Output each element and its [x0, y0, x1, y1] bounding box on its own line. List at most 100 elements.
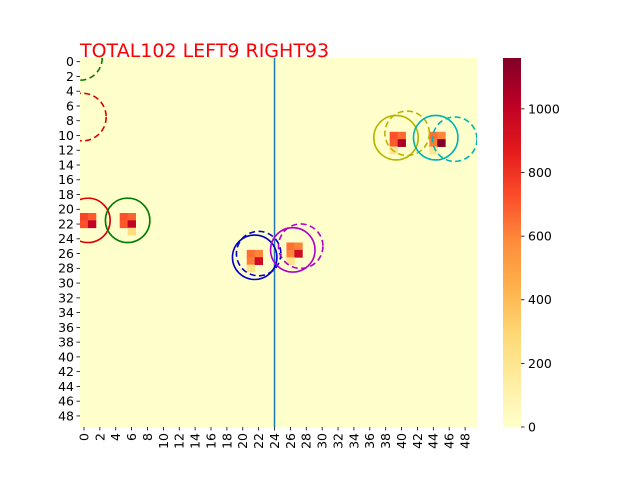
x-axis: 0 2 4 6 8 10 12 14 16 18 20 22 24 26 28 30 32 34 36 38 40 42 4… [76, 427, 472, 449]
y-tick-label: 22 [58, 216, 74, 231]
heatmap-cell [294, 242, 303, 251]
x-tick-label: 32 [330, 433, 345, 449]
x-tick-label: 6 [124, 433, 139, 441]
heatmap-cell [429, 139, 438, 147]
colorbar-tick-label: 0 [528, 419, 536, 434]
heatmap-cell [87, 220, 97, 229]
x-tick-label: 2 [92, 433, 107, 441]
heatmap-cell [429, 131, 438, 140]
chart-title: TOTAL102 LEFT9 RIGHT93 [79, 40, 329, 62]
y-tick-label: 18 [58, 187, 74, 202]
x-tick-label: 8 [140, 433, 155, 441]
x-tick-label: 4 [108, 433, 123, 441]
x-tick-label: 28 [299, 433, 314, 449]
heatmap-cell [127, 220, 136, 229]
heatmap-cell [254, 249, 264, 258]
y-tick-label: 40 [58, 349, 74, 364]
x-tick-label: 16 [203, 433, 218, 449]
heatmap-cell [246, 257, 256, 266]
heatmap-cell [397, 131, 406, 140]
colorbar-tick-label: 600 [528, 229, 552, 244]
y-tick-label: 30 [58, 275, 74, 290]
colorbar-tick-label: 200 [528, 356, 552, 371]
x-tick-label: 30 [315, 433, 330, 449]
colorbar-tick-label: 1000 [528, 101, 560, 116]
heatmap-cell [119, 220, 129, 229]
colorbar-tick-label: 400 [528, 292, 552, 307]
y-tick-label: 8 [66, 113, 74, 128]
circle-marker [269, 226, 316, 273]
x-tick-label: 36 [362, 433, 377, 449]
dashed-circle-marker [431, 116, 477, 163]
y-tick-label: 6 [66, 98, 74, 113]
colorbar-gradient [503, 58, 521, 427]
dashed-circle-marker [277, 223, 324, 270]
y-tick-label: 48 [58, 408, 74, 423]
heatmap-cell [437, 139, 446, 147]
circle-marker [104, 197, 151, 244]
x-tick-label: 14 [188, 433, 203, 449]
heatmap-cell [437, 131, 446, 140]
y-tick-label: 2 [66, 69, 74, 84]
heatmap-cell [254, 257, 264, 266]
x-tick-label: 20 [235, 433, 250, 449]
x-tick-label: 22 [251, 433, 266, 449]
heatmap-cell [127, 212, 136, 221]
x-tick-label: 24 [267, 433, 282, 449]
heatmap-cell [286, 242, 295, 251]
circle-marker [372, 114, 420, 161]
y-tick-label: 38 [58, 335, 74, 350]
detection-circles [80, 58, 477, 281]
heatmap-cell [389, 131, 398, 140]
y-tick-label: 20 [58, 202, 74, 217]
circle-marker [412, 114, 459, 161]
x-tick-label: 0 [76, 433, 91, 441]
y-tick-label: 10 [58, 128, 74, 143]
x-tick-label: 40 [394, 433, 409, 449]
x-tick-label: 44 [426, 433, 441, 449]
y-tick-label: 44 [58, 379, 74, 394]
heatmap-cell [87, 212, 97, 221]
y-tick-label: 46 [58, 394, 74, 409]
y-tick-label: 28 [58, 261, 74, 276]
x-tick-label: 42 [410, 433, 425, 449]
x-tick-label: 26 [283, 433, 298, 449]
y-tick-label: 12 [58, 143, 74, 158]
x-tick-label: 48 [457, 433, 472, 449]
y-tick-label: 24 [58, 231, 74, 246]
y-tick-label: 26 [58, 246, 74, 261]
dashed-circle-marker [384, 110, 431, 157]
x-tick-label: 38 [378, 433, 393, 449]
heatmap-cell [429, 146, 438, 155]
x-tick-label: 34 [346, 433, 361, 449]
y-tick-label: 34 [58, 305, 74, 320]
y-axis: 0246810121416182022242628303234363840424… [58, 54, 80, 423]
dashed-circle-marker [80, 92, 107, 142]
colorbar-ticks: 0 200 400 600 800 1000 [521, 101, 560, 434]
heatmap-cell [286, 249, 295, 258]
y-tick-label: 4 [66, 84, 74, 99]
y-tick-label: 32 [58, 290, 74, 305]
heatmap-cell [246, 249, 256, 258]
y-tick-label: 14 [58, 157, 74, 172]
heatmap-cell [127, 227, 136, 236]
y-tick-label: 0 [66, 54, 74, 69]
heatmap-cell [397, 139, 406, 147]
dashed-circle-marker [235, 230, 282, 277]
x-tick-label: 46 [442, 433, 457, 449]
heatmap-cell [246, 264, 256, 273]
colorbar: 0 200 400 600 800 1000 [503, 58, 560, 434]
x-tick-label: 18 [219, 433, 234, 449]
y-tick-label: 42 [58, 364, 74, 379]
circle-marker [80, 197, 111, 244]
heatmap-cell [294, 249, 303, 258]
y-tick-label: 36 [58, 320, 74, 335]
x-tick-label: 12 [172, 433, 187, 449]
circle-marker [231, 234, 278, 281]
colorbar-tick-label: 800 [528, 165, 552, 180]
heatmap-cell [286, 257, 295, 266]
y-tick-label: 16 [58, 172, 74, 187]
x-tick-label: 10 [156, 433, 171, 449]
heatmap-cell [80, 220, 89, 229]
